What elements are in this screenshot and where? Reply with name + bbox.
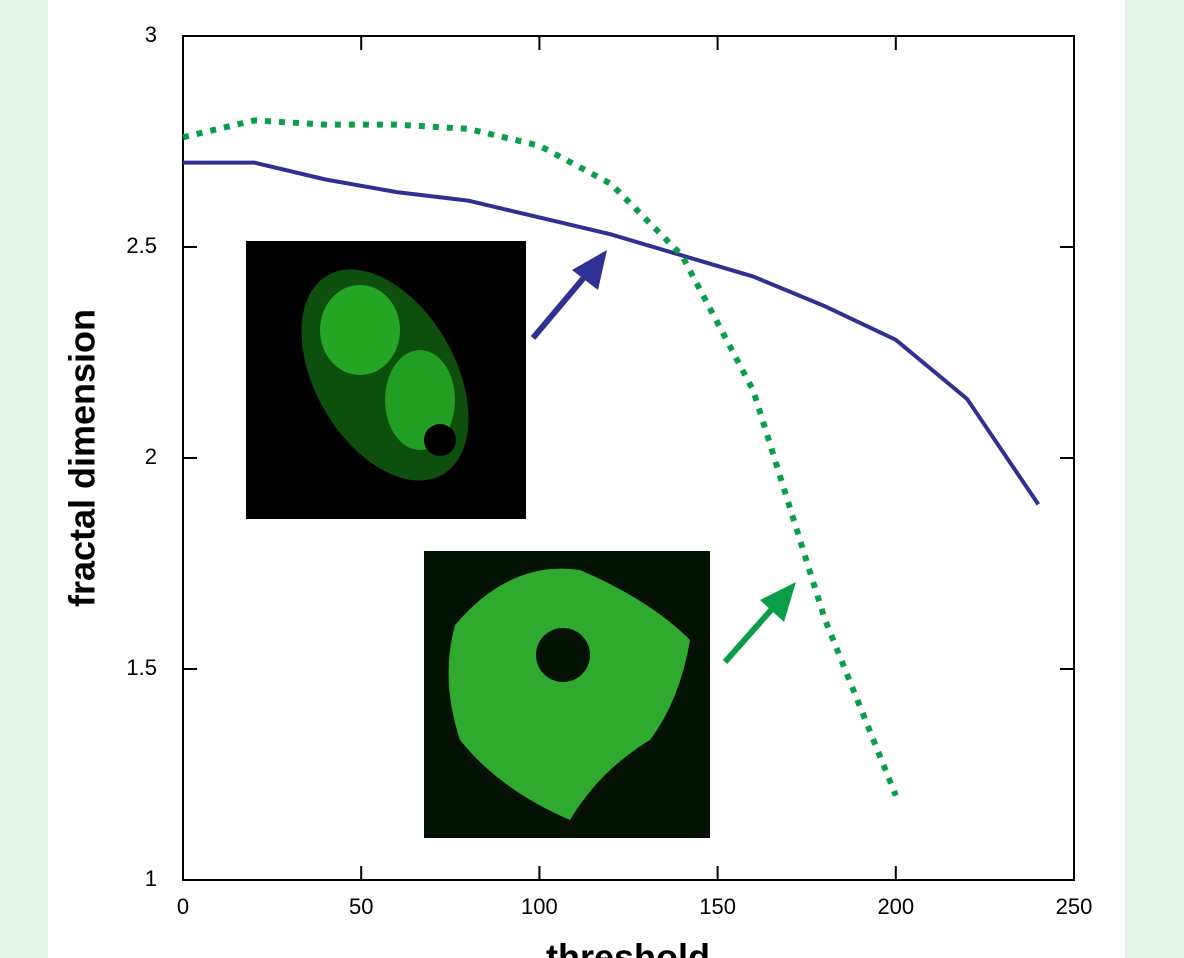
- y-axis-title: fractal dimension: [62, 309, 103, 607]
- y-tick-label: 1: [145, 866, 157, 891]
- cell-hole: [536, 628, 590, 682]
- cell-hole: [424, 424, 456, 456]
- cell: [448, 568, 690, 820]
- arrow: [722, 598, 783, 664]
- y-tick-label: 3: [145, 22, 157, 47]
- arrows: [530, 250, 796, 664]
- insets: [246, 241, 710, 838]
- x-tick-label: 250: [1056, 894, 1093, 919]
- cell-spot: [320, 285, 400, 375]
- x-axis-title: threshold: [546, 937, 710, 958]
- series-line: [183, 160, 1041, 506]
- arrow: [530, 266, 595, 340]
- arrow-head: [760, 582, 796, 622]
- x-tick-label: 100: [521, 894, 558, 919]
- y-tick-label: 2: [145, 444, 157, 469]
- y-tick-label: 1.5: [126, 655, 157, 680]
- x-tick-label: 50: [349, 894, 373, 919]
- y-tick-label: 2.5: [126, 233, 157, 258]
- x-tick-label: 0: [177, 894, 189, 919]
- arrow-head: [572, 250, 607, 290]
- x-tick-label: 150: [699, 894, 736, 919]
- series-line: [182, 117, 899, 797]
- x-tick-label: 200: [877, 894, 914, 919]
